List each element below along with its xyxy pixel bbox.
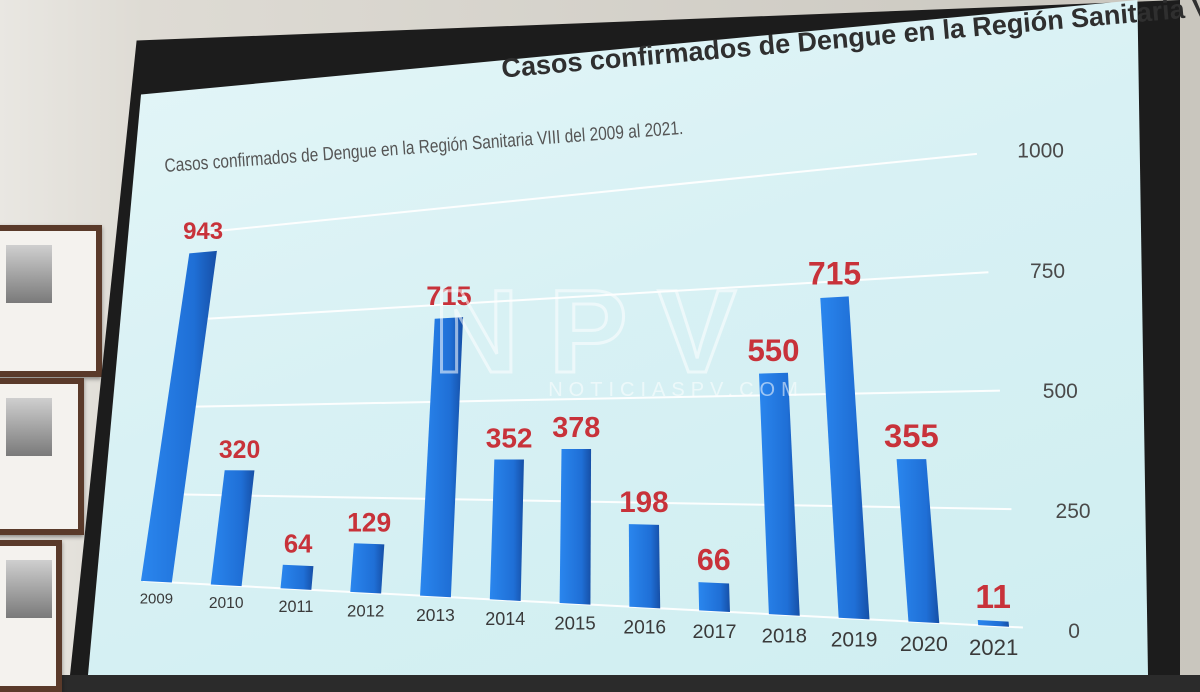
- x-tick-label: 2016: [623, 618, 666, 639]
- data-label: 352: [486, 422, 533, 453]
- bar: [350, 543, 385, 594]
- portrait-photo: [6, 245, 52, 303]
- wall-portrait-frame: [0, 378, 84, 535]
- x-tick-label: 2015: [554, 612, 595, 633]
- data-label: 11: [975, 579, 1011, 616]
- x-tick-label: 2019: [831, 629, 878, 652]
- portrait-photo: [6, 560, 52, 618]
- data-label: 943: [183, 218, 223, 245]
- data-label: 550: [747, 333, 799, 368]
- chart-title: Casos confirmados de Dengue en la Región…: [500, 0, 1200, 84]
- x-tick-label: 2013: [416, 605, 455, 625]
- bar: [420, 317, 464, 598]
- bar: [559, 449, 592, 605]
- data-label: 64: [284, 531, 313, 559]
- gridline: [194, 152, 978, 235]
- watermark-main: NPV: [434, 266, 767, 398]
- data-label: 715: [426, 280, 471, 311]
- data-label: 715: [808, 255, 861, 291]
- wall-portrait-frame: [0, 540, 62, 692]
- bar: [140, 250, 217, 583]
- wall-portrait-frame: [0, 225, 102, 377]
- bar: [759, 372, 800, 616]
- bar: [896, 459, 940, 624]
- gridline: [181, 271, 989, 322]
- data-label: 320: [219, 437, 260, 464]
- gridline: [168, 389, 1000, 409]
- watermark: NPV NOTICIASPV.COM: [432, 265, 804, 402]
- projector-screen: [88, 0, 1148, 675]
- chart-subtitle: Casos confirmados de Dengue en la Región…: [164, 118, 684, 177]
- data-label: 378: [552, 412, 600, 444]
- data-label: 129: [347, 507, 391, 537]
- y-tick-label: 0: [1068, 620, 1080, 643]
- data-labels: 943 320 64 129 715 352 378 198 66 550 715 355 11: [183, 218, 1011, 616]
- portrait-photo: [6, 398, 52, 456]
- bar: [489, 459, 524, 601]
- x-tick-label: 2018: [762, 625, 807, 647]
- y-tick-label: 250: [1056, 500, 1091, 523]
- chart: Casos confirmados de Dengue en la Región…: [139, 0, 1200, 661]
- data-label: 66: [697, 543, 731, 577]
- x-tick-label: 2009: [140, 591, 173, 608]
- x-tick-label: 2014: [485, 609, 525, 629]
- watermark-sub: NOTICIASPV.COM: [548, 379, 804, 401]
- bar: [628, 524, 661, 609]
- x-tick-label: 2011: [279, 598, 314, 616]
- y-tick-labels: 0 250 500 750 1000: [1017, 140, 1090, 643]
- x-tick-label: 2017: [693, 621, 737, 643]
- x-tick-label: 2012: [347, 602, 384, 621]
- y-tick-label: 750: [1030, 260, 1065, 283]
- bar-chart-svg: Casos confirmados de Dengue en la Región…: [139, 0, 1200, 661]
- x-tick-label: 2021: [969, 635, 1018, 660]
- x-tick-label: 2020: [900, 631, 948, 656]
- bar: [820, 296, 870, 620]
- bar: [210, 470, 255, 587]
- bars: [140, 250, 1010, 627]
- bar: [977, 620, 1010, 627]
- x-tick-labels: 2009 2010 2011 2012 2013 2014 2015 2016 2017 2018…: [140, 591, 1019, 661]
- x-tick-label: 2010: [209, 595, 244, 612]
- bar: [280, 564, 314, 590]
- y-tick-label: 1000: [1017, 140, 1064, 163]
- data-label: 355: [884, 417, 939, 454]
- data-label: 198: [619, 486, 668, 519]
- bar: [698, 582, 730, 613]
- y-tick-label: 500: [1043, 380, 1078, 403]
